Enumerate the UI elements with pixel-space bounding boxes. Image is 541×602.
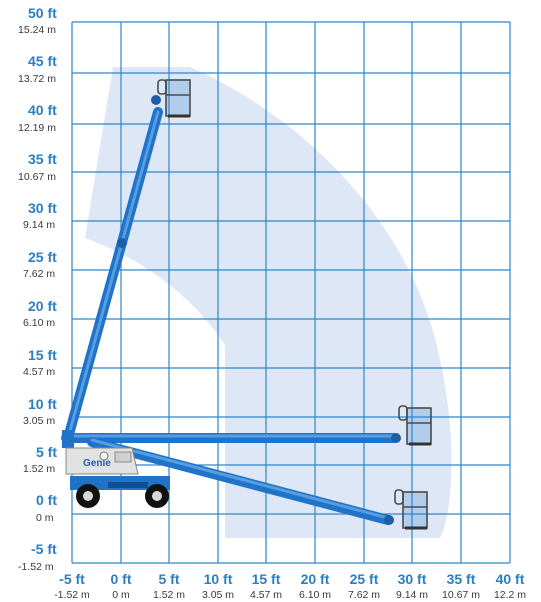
- y-label-ft: 50 ft: [28, 5, 57, 21]
- y-label-ft: 35 ft: [28, 151, 57, 167]
- x-label-ft: 30 ft: [398, 571, 427, 587]
- x-label-m: -1.52 m: [54, 589, 90, 601]
- working-envelope-area: [85, 67, 452, 538]
- x-axis-labels: -5 ft -1.52 m 0 ft 0 m 5 ft 1.52 m 10 ft…: [54, 571, 526, 601]
- y-label-ft: 10 ft: [28, 396, 57, 412]
- y-label-m: 9.14 m: [23, 219, 55, 231]
- x-label-m: 4.57 m: [250, 589, 282, 601]
- y-axis-labels: 50 ft 15.24 m 45 ft 13.72 m 40 ft 12.19 …: [18, 5, 57, 573]
- x-label-ft: 25 ft: [350, 571, 379, 587]
- x-label-ft: 40 ft: [496, 571, 525, 587]
- y-label-m: 10.67 m: [18, 171, 56, 183]
- x-label-ft: 10 ft: [204, 571, 233, 587]
- y-label-ft: 15 ft: [28, 347, 57, 363]
- y-label-m: -1.52 m: [18, 561, 54, 573]
- y-label-m: 7.62 m: [23, 268, 55, 280]
- y-label-ft: 25 ft: [28, 249, 57, 265]
- y-label-m: 0 m: [36, 512, 54, 524]
- y-label-m: 1.52 m: [23, 463, 55, 475]
- x-label-m: 0 m: [112, 589, 130, 601]
- y-label-ft: 30 ft: [28, 200, 57, 216]
- y-label-m: 15.24 m: [18, 24, 56, 36]
- genie-logo: Genie: [83, 458, 111, 469]
- x-label-m: 12.2 m: [494, 589, 526, 601]
- platform-horizontal: [398, 405, 432, 446]
- boom-positions: [61, 95, 401, 525]
- platform-lowered: [394, 489, 428, 530]
- y-label-m: 13.72 m: [18, 73, 56, 85]
- y-label-m: 3.05 m: [23, 415, 55, 427]
- y-label-ft: 0 ft: [36, 492, 57, 508]
- y-label-ft: 45 ft: [28, 53, 57, 69]
- x-label-m: 10.67 m: [442, 589, 480, 601]
- x-label-ft: 35 ft: [447, 571, 476, 587]
- y-label-ft: 40 ft: [28, 102, 57, 118]
- wheels: [76, 484, 169, 508]
- y-label-ft: 20 ft: [28, 298, 57, 314]
- y-label-m: 12.19 m: [18, 122, 56, 134]
- x-label-m: 3.05 m: [202, 589, 234, 601]
- x-label-m: 9.14 m: [396, 589, 428, 601]
- x-label-ft: 15 ft: [252, 571, 281, 587]
- x-label-ft: 5 ft: [159, 571, 180, 587]
- y-label-ft: -5 ft: [31, 541, 57, 557]
- x-label-m: 1.52 m: [153, 589, 185, 601]
- x-label-ft: 20 ft: [301, 571, 330, 587]
- platform-top: [157, 79, 191, 118]
- y-label-m: 4.57 m: [23, 366, 55, 378]
- y-label-m: 6.10 m: [23, 317, 55, 329]
- x-label-ft: 0 ft: [111, 571, 132, 587]
- boom-lowered: [87, 437, 393, 525]
- x-label-ft: -5 ft: [59, 571, 85, 587]
- machine-base: Genie: [62, 430, 170, 490]
- x-label-m: 6.10 m: [299, 589, 331, 601]
- y-label-ft: 5 ft: [36, 444, 57, 460]
- x-label-m: 7.62 m: [348, 589, 380, 601]
